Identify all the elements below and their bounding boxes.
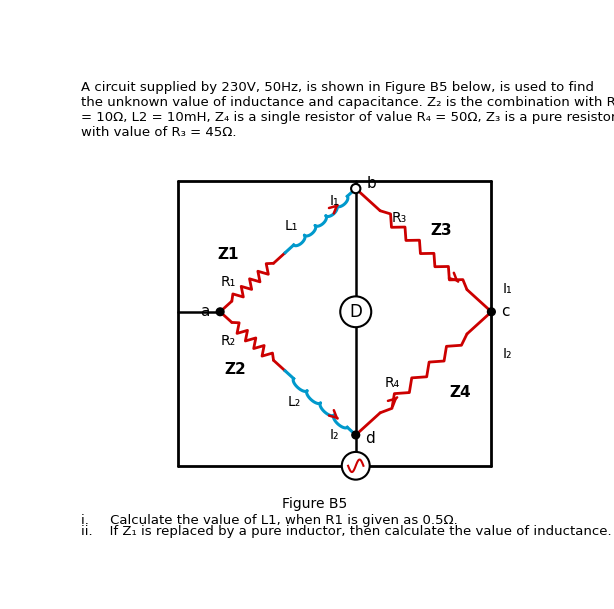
Circle shape — [340, 297, 371, 327]
Text: A circuit supplied by 230V, 50Hz, is shown in Figure B5 below, is used to find
t: A circuit supplied by 230V, 50Hz, is sho… — [80, 81, 614, 139]
Circle shape — [488, 308, 495, 315]
Text: R₃: R₃ — [392, 211, 407, 225]
Text: ii.    If Z₁ is replaced by a pure inductor, then calculate the value of inducta: ii. If Z₁ is replaced by a pure inductor… — [80, 525, 612, 538]
Circle shape — [342, 452, 370, 480]
Circle shape — [351, 184, 360, 193]
Circle shape — [216, 308, 224, 315]
Text: L₂: L₂ — [288, 395, 301, 409]
Text: b: b — [367, 177, 376, 191]
Text: R₁: R₁ — [220, 275, 236, 289]
Text: R₄: R₄ — [384, 376, 400, 390]
Text: I₂: I₂ — [329, 428, 339, 442]
Text: L₁: L₁ — [285, 219, 298, 233]
Circle shape — [352, 431, 360, 439]
Text: I₁: I₁ — [502, 282, 512, 296]
Text: D: D — [349, 303, 362, 321]
Text: I₁: I₁ — [329, 194, 339, 208]
Text: Z2: Z2 — [225, 362, 246, 377]
Text: Figure B5: Figure B5 — [282, 498, 348, 512]
Text: R₂: R₂ — [220, 334, 236, 348]
Text: I₂: I₂ — [502, 347, 511, 361]
Text: Z4: Z4 — [449, 385, 471, 400]
Text: c: c — [500, 304, 509, 319]
Text: Z1: Z1 — [217, 247, 239, 261]
Text: Z3: Z3 — [430, 224, 452, 239]
Text: d: d — [365, 431, 375, 446]
Text: i.     Calculate the value of L1, when R1 is given as 0.5Ω.: i. Calculate the value of L1, when R1 is… — [80, 513, 457, 527]
Text: a: a — [200, 304, 209, 319]
